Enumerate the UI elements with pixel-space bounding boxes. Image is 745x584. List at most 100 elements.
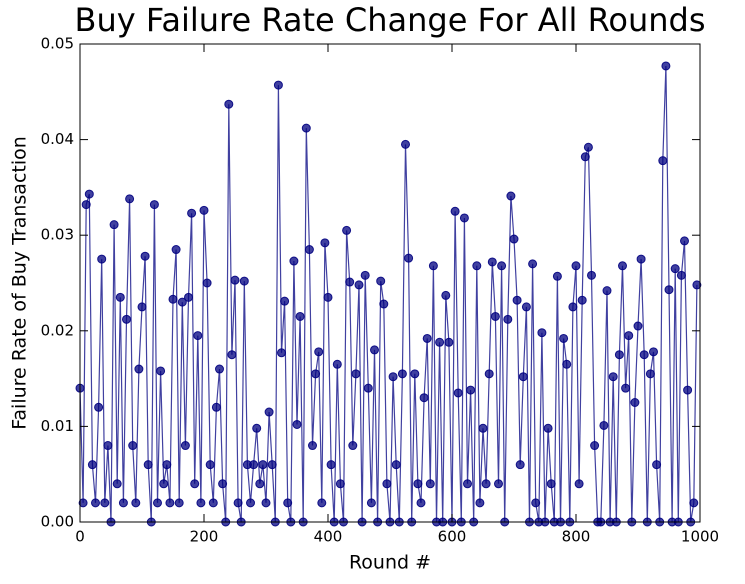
data-point [370, 345, 379, 355]
data-point [218, 479, 228, 489]
data-point [301, 123, 311, 133]
data-point [577, 295, 587, 305]
data-point [583, 142, 593, 152]
data-point [233, 498, 243, 508]
data-point [453, 388, 463, 398]
data-point [463, 479, 472, 489]
data-point [428, 261, 438, 271]
data-point [280, 296, 290, 306]
y-axis-label: Failure Rate of Buy Transaction [9, 136, 31, 430]
data-point [683, 385, 693, 395]
data-point [459, 213, 469, 223]
data-point [633, 321, 643, 331]
data-point [497, 261, 507, 271]
data-point [419, 393, 429, 403]
data-point [571, 261, 581, 271]
data-point [664, 285, 674, 295]
plot-frame [79, 43, 701, 523]
x-tick-label: 0 [75, 528, 85, 546]
data-point [174, 498, 184, 508]
data-point [618, 261, 627, 271]
data-point [580, 152, 590, 162]
data-point [680, 236, 689, 246]
data-point [342, 225, 352, 235]
x-tick-label: 200 [190, 528, 219, 546]
data-point [379, 299, 389, 309]
data-point [277, 348, 286, 358]
data-point [137, 302, 147, 312]
data-point [199, 205, 209, 215]
data-point [165, 498, 175, 508]
x-axis-label: Round # [349, 552, 431, 574]
data-line [79, 65, 698, 523]
data-point [143, 460, 153, 470]
data-point [230, 275, 240, 285]
data-point [676, 270, 686, 280]
data-point [410, 369, 420, 379]
data-point [227, 350, 237, 360]
x-tick-label: 400 [314, 528, 343, 546]
data-point [435, 337, 445, 347]
data-point [397, 369, 407, 379]
data-point [391, 460, 401, 470]
data-point [559, 333, 569, 343]
data-point [645, 369, 655, 379]
data-point [168, 294, 178, 304]
data-point [103, 441, 113, 451]
data-point [323, 292, 333, 302]
data-point [658, 156, 668, 166]
data-point [652, 460, 662, 470]
data-point [649, 347, 658, 357]
data-point [466, 385, 476, 395]
x-tick-label: 1000 [681, 528, 719, 546]
data-point [153, 498, 162, 508]
data-point [249, 460, 259, 470]
data-point [574, 479, 584, 489]
data-point [317, 498, 327, 508]
data-point [670, 264, 680, 274]
data-point [382, 479, 392, 489]
data-point [314, 347, 324, 357]
data-point [348, 441, 358, 451]
data-point [590, 441, 600, 451]
data-point [109, 220, 119, 230]
data-point [267, 460, 277, 470]
data-point [475, 498, 485, 508]
data-point [252, 423, 262, 433]
data-point [292, 419, 302, 429]
data-point [193, 331, 203, 341]
data-point [118, 498, 128, 508]
data-point [494, 479, 503, 489]
data-point [273, 80, 283, 90]
data-point [190, 479, 200, 489]
data-point [552, 271, 562, 281]
x-tick-label: 600 [438, 528, 467, 546]
data-point [543, 423, 553, 433]
y-tick-label: 0.05 [41, 35, 74, 53]
data-point [78, 498, 88, 508]
data-point [512, 295, 522, 305]
data-point [184, 292, 193, 302]
data-point [401, 139, 410, 149]
data-point [351, 369, 361, 379]
data-point [112, 479, 122, 489]
data-point [196, 498, 206, 508]
data-point [630, 398, 640, 407]
x-tick-label: 800 [562, 528, 591, 546]
data-point [404, 253, 414, 263]
data-point [636, 254, 646, 264]
data-point [472, 261, 482, 271]
data-point [521, 302, 531, 312]
data-point [224, 99, 234, 109]
data-point [87, 460, 97, 470]
data-point [177, 297, 187, 307]
data-point [363, 383, 373, 393]
data-point [128, 441, 138, 451]
data-point [484, 369, 494, 379]
data-point [546, 479, 556, 489]
data-point [425, 479, 435, 489]
chart-title: Buy Failure Rate Change For All Rounds [75, 1, 706, 39]
data-point [91, 498, 100, 508]
data-point [289, 256, 299, 266]
